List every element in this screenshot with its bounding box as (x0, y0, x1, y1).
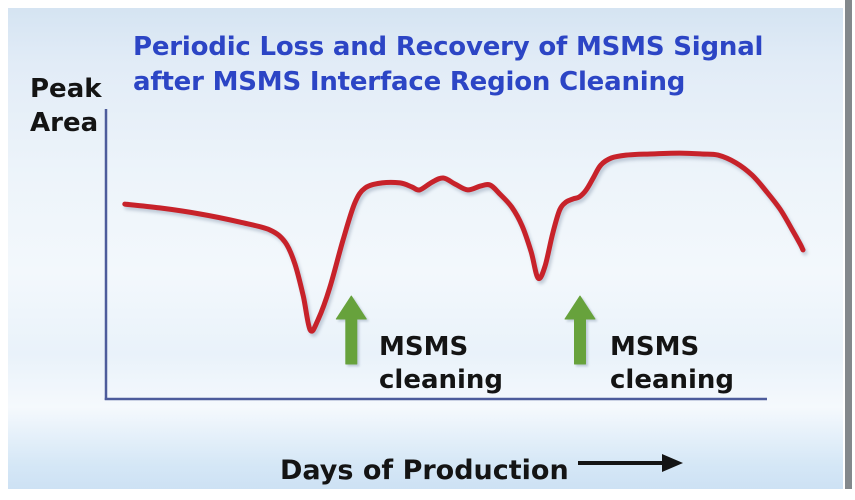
x-axis-label: Days of Production (280, 455, 569, 486)
cleaning-up-arrow-1-icon (335, 295, 367, 365)
annotation-2-line2: cleaning (610, 365, 735, 395)
window-right-edge (845, 0, 852, 489)
annotation-msms-cleaning-1: MSMS cleaning (379, 331, 503, 397)
annotation-1-line1: MSMS (379, 332, 469, 362)
annotation-msms-cleaning-2: MSMS cleaning (610, 331, 734, 397)
signal-curve (122, 150, 806, 334)
chart-title-line1: Periodic Loss and Recovery of MSMS Signa… (133, 32, 764, 62)
chart-title-line2: after MSMS Interface Region Cleaning (133, 67, 686, 97)
y-axis-label-line2: Area (30, 108, 99, 138)
y-axis-label-line1: Peak (30, 74, 102, 104)
annotation-2-line1: MSMS (610, 332, 700, 362)
annotation-1-line2: cleaning (379, 365, 504, 395)
days-right-arrow-icon (578, 454, 683, 472)
y-axis-label: Peak Area (30, 72, 102, 140)
cleaning-up-arrow-2-icon (564, 295, 596, 365)
slide-background: Periodic Loss and Recovery of MSMS Signa… (8, 8, 843, 489)
chart-title: Periodic Loss and Recovery of MSMS Signa… (133, 30, 813, 100)
